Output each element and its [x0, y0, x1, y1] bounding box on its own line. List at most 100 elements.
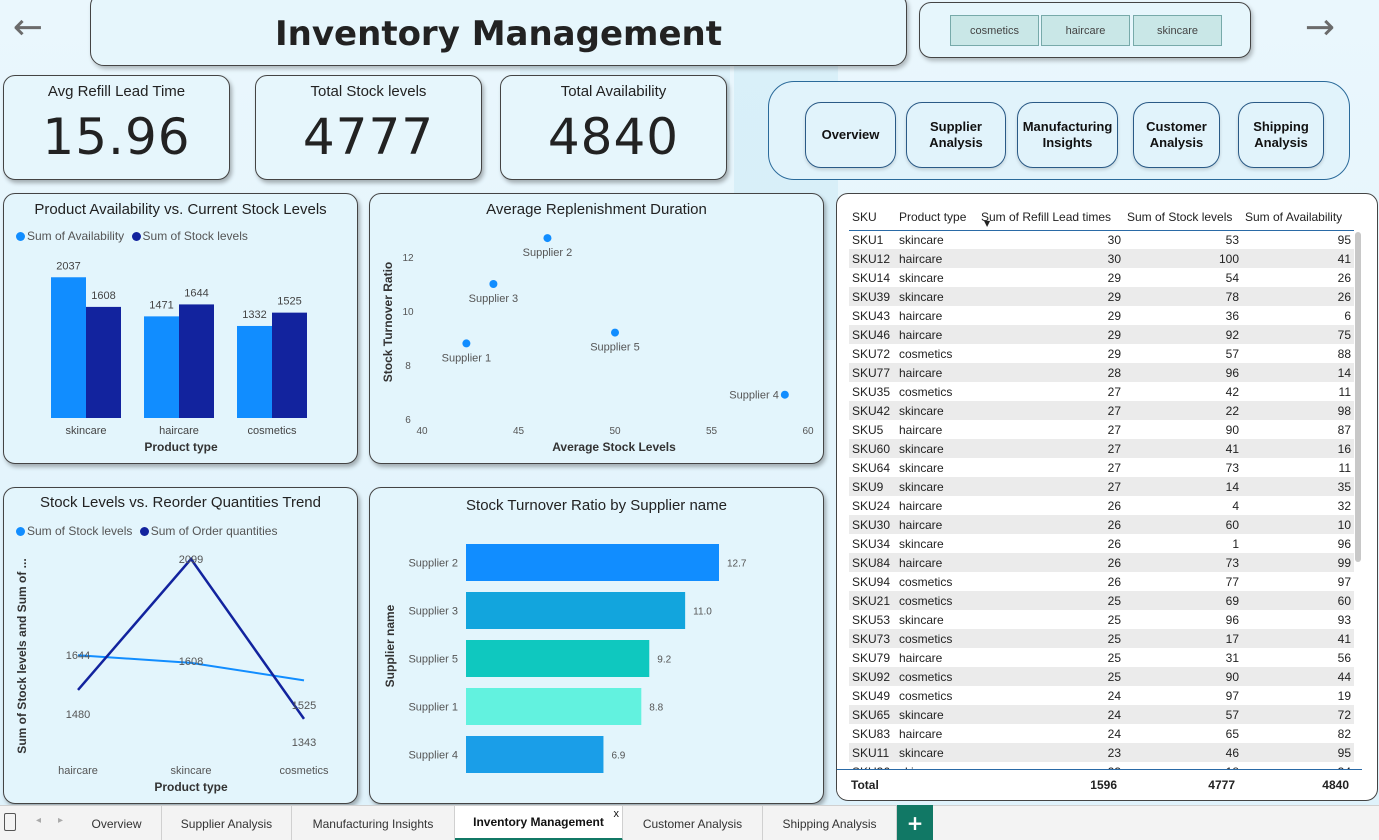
column-header-availability[interactable]: Sum of Availability [1242, 204, 1354, 231]
chart-turnover-by-supplier: Stock Turnover Ratio by Supplier name 12… [369, 487, 824, 804]
table-cell: 92 [1124, 325, 1242, 344]
scatter-point [780, 390, 789, 399]
table-row[interactable]: SKU39 skincare 29 78 26 [849, 287, 1354, 306]
table-row[interactable]: SKU94 cosmetics 26 77 97 [849, 572, 1354, 591]
table-row[interactable]: SKU49 cosmetics 24 97 19 [849, 686, 1354, 705]
column-header-refill-lead-times[interactable]: Sum of Refill Lead times [978, 204, 1124, 231]
table-cell: 28 [978, 363, 1124, 382]
table-cell: 27 [1107, 460, 1121, 475]
table-cell: SKU24 [852, 498, 891, 513]
table-cell: haircare [899, 650, 943, 665]
nav-button-supplier-analysis[interactable]: Supplier Analysis [906, 102, 1006, 168]
table-cell: 93 [1337, 612, 1351, 627]
legend-dot [16, 232, 25, 242]
table-row[interactable]: SKU43 haircare 29 36 6 [849, 306, 1354, 325]
kpi-card-refill-lead-time: Avg Refill Lead Time 15.96 [3, 75, 230, 180]
table-cell: 41 [1242, 249, 1354, 268]
tab-manufacturing-insights[interactable]: Manufacturing Insights [292, 806, 455, 840]
column-header-sku[interactable]: SKU [849, 204, 896, 231]
table-cell: 24 [1107, 726, 1121, 741]
kpi-label: Total Stock levels [310, 83, 427, 100]
table-row[interactable]: SKU24 haircare 26 4 32 [849, 496, 1354, 515]
table-row[interactable]: SKU79 haircare 25 31 56 [849, 648, 1354, 667]
table-row[interactable]: SKU83 haircare 24 65 82 [849, 724, 1354, 743]
sort-desc-icon[interactable]: ▼ [984, 219, 991, 228]
table-cell: 35 [1242, 477, 1354, 496]
table-row[interactable]: SKU14 skincare 29 54 26 [849, 268, 1354, 287]
slicer-chip-haircare[interactable]: haircare [1041, 15, 1130, 46]
table-cell: SKU94 [852, 574, 891, 589]
tab-customer-analysis[interactable]: Customer Analysis [623, 806, 763, 840]
column-header-stock-levels[interactable]: Sum of Stock levels [1124, 204, 1242, 231]
product-type-slicer: cosmetics haircare skincare [919, 2, 1251, 58]
mobile-layout-icon[interactable] [4, 813, 16, 831]
table-cell: haircare [899, 726, 943, 741]
bar-chart-svg: 2037 1608 skincare 1471 1644 haircare 1332 1525… [51, 260, 307, 454]
table-row[interactable]: SKU21 cosmetics 25 69 60 [849, 591, 1354, 610]
table-row[interactable]: SKU9 skincare 27 14 35 [849, 477, 1354, 496]
tab-scroll-right-icon[interactable]: ▸ [58, 815, 64, 826]
table-cell: 30 [978, 249, 1124, 268]
table-cell: SKU73 [849, 629, 896, 648]
table-row[interactable]: SKU12 haircare 30 100 41 [849, 249, 1354, 268]
tab-supplier-analysis[interactable]: Supplier Analysis [162, 806, 292, 840]
back-arrow-icon[interactable]: ← [12, 7, 44, 48]
table-row[interactable]: SKU77 haircare 28 96 14 [849, 363, 1354, 382]
nav-button-manufacturing-insights[interactable]: Manufacturing Insights [1017, 102, 1118, 168]
nav-button-overview[interactable]: Overview [805, 102, 896, 168]
table-cell: 24 [978, 705, 1124, 724]
table-cell: cosmetics [899, 574, 953, 589]
line-data-label: 1644 [66, 650, 90, 662]
table-row[interactable]: SKU42 skincare 27 22 98 [849, 401, 1354, 420]
table-header-row: SKU Product type Sum of Refill Lead time… [849, 204, 1354, 231]
table-row[interactable]: SKU46 haircare 29 92 75 [849, 325, 1354, 344]
x-tick-label: 60 [802, 426, 814, 437]
table-cell: 41 [1242, 629, 1354, 648]
bar-data-label: 12.7 [727, 559, 747, 570]
table-row[interactable]: SKU73 cosmetics 25 17 41 [849, 629, 1354, 648]
table-cell: skincare [899, 536, 944, 551]
chart-title: Stock Turnover Ratio by Supplier name [466, 497, 727, 514]
table-row[interactable]: SKU11 skincare 23 46 95 [849, 743, 1354, 762]
table-cell: 4 [1232, 498, 1239, 513]
table-cell: 6 [1344, 308, 1351, 323]
forward-arrow-icon[interactable]: → [1304, 7, 1336, 48]
tab-inventory-management[interactable]: Inventory Management x [455, 806, 623, 840]
nav-button-shipping-analysis[interactable]: Shipping Analysis [1238, 102, 1324, 168]
table-row[interactable]: SKU35 cosmetics 27 42 11 [849, 382, 1354, 401]
close-tab-icon[interactable]: x [613, 808, 620, 820]
tab-shipping-analysis[interactable]: Shipping Analysis [763, 806, 897, 840]
page-navigator: Overview Supplier Analysis Manufacturing… [768, 81, 1350, 180]
tab-scroll-left-icon[interactable]: ◂ [36, 815, 42, 826]
x-tick-label: skincare [66, 425, 107, 437]
bar-data-label: 1608 [91, 290, 115, 302]
table-row[interactable]: SKU30 haircare 26 60 10 [849, 515, 1354, 534]
table-row[interactable]: SKU65 skincare 24 57 72 [849, 705, 1354, 724]
table-cell: 96 [1225, 612, 1239, 627]
bar-supplier-3 [466, 592, 686, 629]
table-cell: 27 [1107, 384, 1121, 399]
table-cell: SKU35 [852, 384, 891, 399]
table-row[interactable]: SKU1 skincare 30 53 95 [849, 230, 1354, 249]
table-row[interactable]: SKU84 haircare 26 73 99 [849, 553, 1354, 572]
table-row[interactable]: SKU92 cosmetics 25 90 44 [849, 667, 1354, 686]
table-row[interactable]: SKU64 skincare 27 73 11 [849, 458, 1354, 477]
table-cell: haircare [896, 553, 978, 572]
slicer-chip-cosmetics[interactable]: cosmetics [950, 15, 1039, 46]
tab-overview[interactable]: Overview [72, 806, 162, 840]
table-row[interactable]: SKU34 skincare 26 1 96 [849, 534, 1354, 553]
add-page-icon[interactable]: + [897, 805, 933, 840]
table-row[interactable]: SKU53 skincare 25 96 93 [849, 610, 1354, 629]
x-tick-label: skincare [171, 765, 212, 777]
table-row[interactable]: SKU5 haircare 27 90 87 [849, 420, 1354, 439]
table-row[interactable]: SKU72 cosmetics 29 57 88 [849, 344, 1354, 363]
nav-button-customer-analysis[interactable]: Customer Analysis [1133, 102, 1220, 168]
table-cell: 95 [1242, 743, 1354, 762]
kpi-card-total-stock: Total Stock levels 4777 [255, 75, 482, 180]
table-scrollbar[interactable] [1355, 232, 1361, 562]
table-row[interactable]: SKU60 skincare 27 41 16 [849, 439, 1354, 458]
table-cell: SKU84 [849, 553, 896, 572]
slicer-chip-skincare[interactable]: skincare [1133, 15, 1222, 46]
column-header-product-type[interactable]: Product type [896, 204, 978, 231]
table-total-row: Total 1596 4777 4840 [837, 769, 1362, 799]
